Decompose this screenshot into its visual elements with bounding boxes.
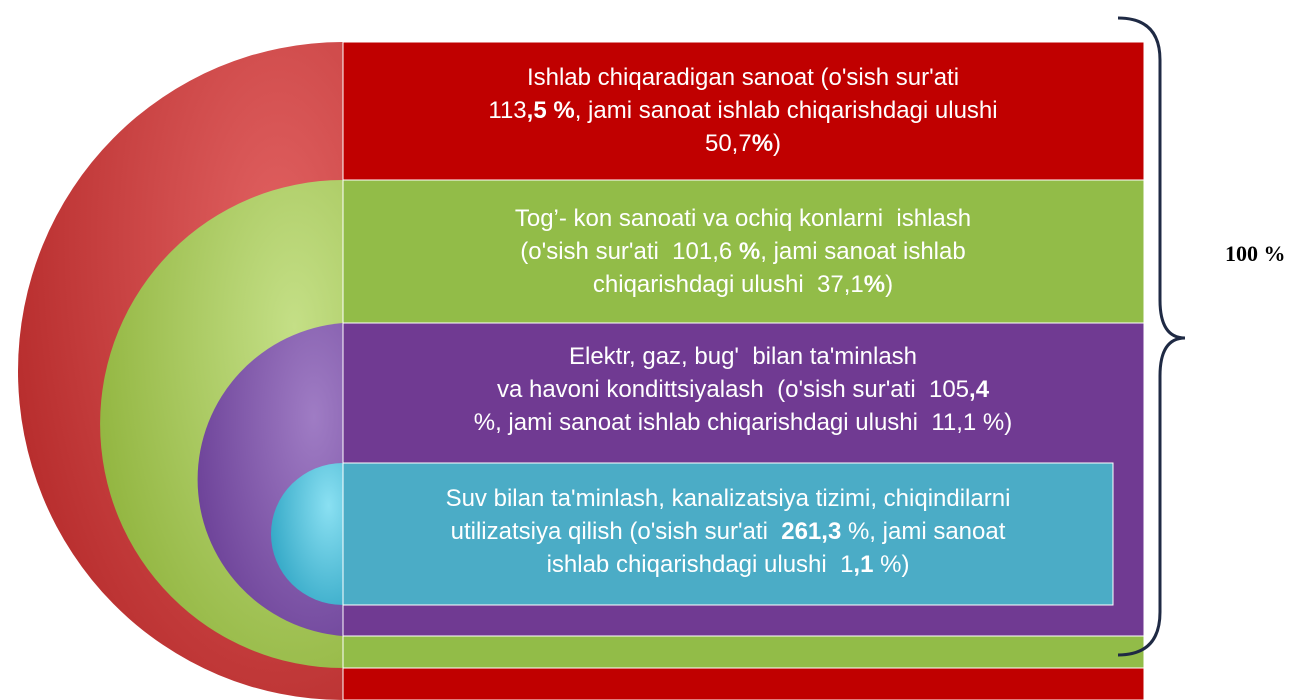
text-segment: % bbox=[752, 130, 773, 157]
blue-arc bbox=[271, 463, 343, 605]
text-segment: ) bbox=[885, 271, 893, 298]
text-segment: %, jami sanoat bbox=[841, 518, 1005, 545]
text-segment: 261,3 bbox=[781, 518, 841, 545]
text-segment: , jami sanoat ishlab chiqarishdagi ulush… bbox=[575, 97, 998, 124]
text-segment: chiqarishdagi ulushi 37,1 bbox=[593, 271, 864, 298]
block-text-line: utilizatsiya qilish (o'sish sur'ati 261,… bbox=[451, 518, 1006, 545]
block-text-line: 50,7%) bbox=[705, 130, 781, 157]
block-text-line: chiqarishdagi ulushi 37,1%) bbox=[593, 271, 893, 298]
text-segment: Elektr, gaz, bug' bilan ta'minlash bbox=[569, 343, 917, 370]
text-segment: % bbox=[739, 238, 760, 265]
block-text-line: va havoni kondittsiyalash (o'sish sur'at… bbox=[497, 376, 990, 403]
text-segment: ) bbox=[773, 130, 781, 157]
text-segment: Tog’- kon sanoati va ochiq konlarni ishl… bbox=[515, 205, 971, 232]
block-text-line: (o'sish sur'ati 101,6 %, jami sanoat ish… bbox=[520, 238, 965, 265]
block-text-line: Elektr, gaz, bug' bilan ta'minlash bbox=[569, 343, 917, 370]
block-text-line: %, jami sanoat ishlab chiqarishdagi ulus… bbox=[474, 409, 1013, 436]
block-text-line: ishlab chiqarishdagi ulushi 1,1 %) bbox=[547, 551, 910, 578]
text-segment: utilizatsiya qilish (o'sish sur'ati bbox=[451, 518, 782, 545]
text-segment: Suv bilan ta'minlash, kanalizatsiya tizi… bbox=[446, 485, 1011, 512]
brace bbox=[1117, 16, 1186, 657]
text-segment: ,1 bbox=[853, 551, 873, 578]
text-segment: 50,7 bbox=[705, 130, 752, 157]
block-text-line: 113,5 %, jami sanoat ishlab chiqarishdag… bbox=[488, 97, 997, 124]
total-label: 100 % bbox=[1225, 241, 1286, 266]
text-segment: ,5 % bbox=[527, 97, 575, 124]
text-segment: %) bbox=[873, 551, 909, 578]
block-text-line: Tog’- kon sanoati va ochiq konlarni ishl… bbox=[515, 205, 971, 232]
block-text-line: Suv bilan ta'minlash, kanalizatsiya tizi… bbox=[446, 485, 1011, 512]
text-segment: % bbox=[864, 271, 885, 298]
text-segment: ishlab chiqarishdagi ulushi 1 bbox=[547, 551, 854, 578]
text-segment: , jami sanoat ishlab bbox=[760, 238, 965, 265]
text-segment: ,4 bbox=[969, 376, 990, 403]
text-segment: (o'sish sur'ati 101,6 bbox=[520, 238, 739, 265]
text-segment: %, jami sanoat ishlab chiqarishdagi ulus… bbox=[474, 409, 1013, 436]
blue-block bbox=[342, 462, 1114, 606]
text-segment: 113 bbox=[488, 97, 526, 124]
text-segment: Ishlab chiqaradigan sanoat (o'sish sur'a… bbox=[527, 64, 959, 91]
text-segment: va havoni kondittsiyalash (o'sish sur'at… bbox=[497, 376, 969, 403]
block-text-line: Ishlab chiqaradigan sanoat (o'sish sur'a… bbox=[527, 64, 959, 91]
